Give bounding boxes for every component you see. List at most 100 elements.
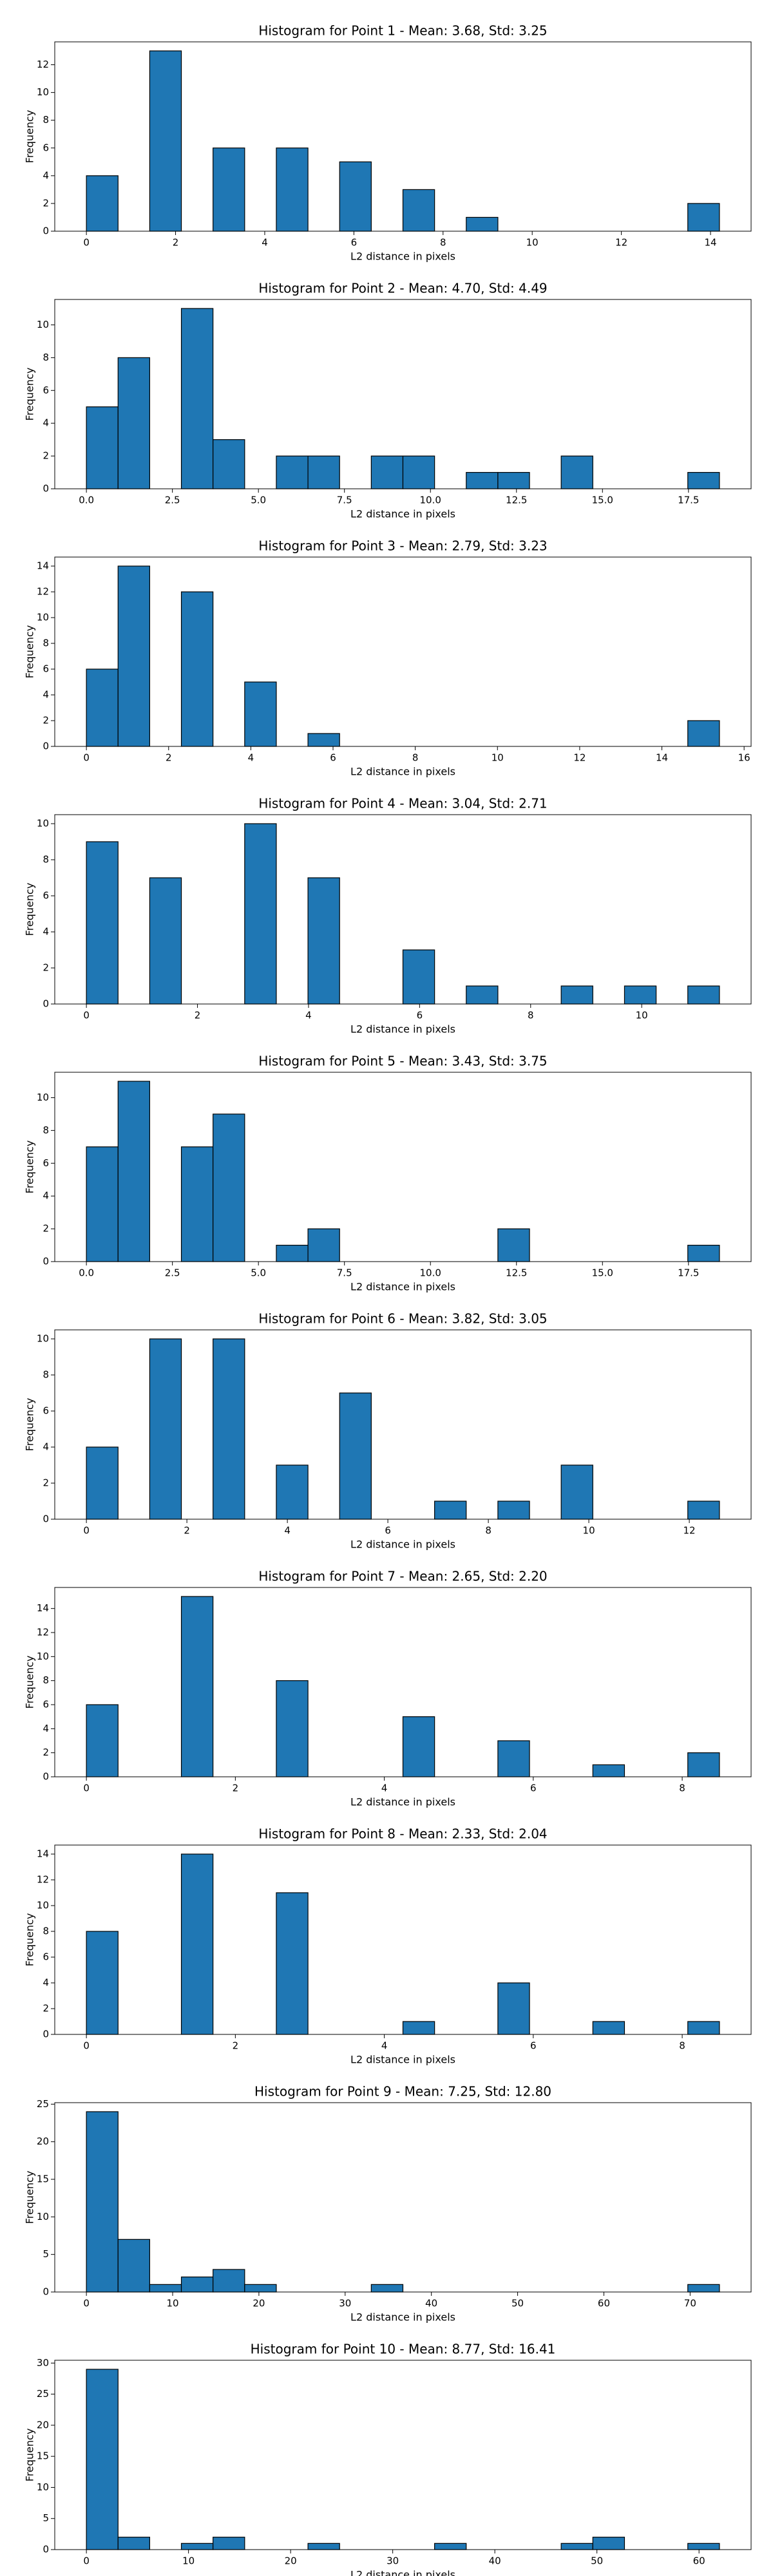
x-tick-label: 4 <box>381 2040 388 2052</box>
bar <box>86 1446 119 1520</box>
bar <box>213 2537 245 2550</box>
x-axis-label: L2 distance in pixels <box>350 2311 455 2324</box>
y-tick-label: 4 <box>43 689 49 701</box>
bar <box>276 1464 309 1520</box>
x-tick-label: 5.0 <box>251 495 266 506</box>
bar <box>86 1704 119 1777</box>
x-tick-label: 14 <box>704 237 716 249</box>
x-tick-label: 0 <box>83 752 90 764</box>
y-tick-label: 15 <box>37 2174 49 2185</box>
bar <box>466 471 499 489</box>
x-tick-label: 10 <box>182 2555 195 2567</box>
bar <box>402 1716 435 1777</box>
bar <box>149 877 182 1005</box>
x-tick-label: 16 <box>738 752 750 764</box>
chart-title: Histogram for Point 5 - Mean: 3.43, Std:… <box>258 1054 547 1069</box>
x-tick-label: 2 <box>184 1525 190 1537</box>
bar <box>307 1228 340 1262</box>
x-tick-label: 20 <box>285 2555 297 2567</box>
bar <box>687 1752 720 1777</box>
y-tick-label: 10 <box>37 86 49 98</box>
y-tick-label: 6 <box>43 1951 49 1963</box>
x-tick-label: 8 <box>679 1783 685 1794</box>
bar <box>560 2543 593 2550</box>
x-tick-label: 8 <box>440 237 446 249</box>
y-tick-label: 10 <box>37 1651 49 1662</box>
x-tick-label: 2 <box>233 2040 239 2052</box>
x-tick-label: 7.5 <box>337 495 352 506</box>
x-tick-label: 0 <box>83 2298 90 2309</box>
y-tick-label: 12 <box>37 586 49 598</box>
bar <box>592 2537 625 2550</box>
x-tick-label: 10.0 <box>420 495 441 506</box>
y-tick-label: 15 <box>37 2450 49 2462</box>
bar <box>276 1680 309 1777</box>
axes-frame <box>54 1329 752 1520</box>
y-tick-label: 8 <box>43 854 49 866</box>
x-tick-label: 0 <box>83 1783 90 1794</box>
x-axis-label: L2 distance in pixels <box>350 1023 455 1036</box>
chart-title: Histogram for Point 9 - Mean: 7.25, Std:… <box>254 2084 551 2099</box>
y-tick-label: 4 <box>43 1190 49 1202</box>
x-tick-label: 4 <box>381 1783 388 1794</box>
x-tick-label: 50 <box>591 2555 603 2567</box>
y-tick-label: 14 <box>37 1602 49 1614</box>
bar <box>180 1146 214 1262</box>
x-tick-label: 0 <box>83 237 90 249</box>
y-tick-label: 0 <box>43 225 49 237</box>
x-tick-label: 4 <box>284 1525 291 1537</box>
bar <box>86 406 119 489</box>
axes-frame <box>54 2102 752 2293</box>
bar <box>86 1931 119 2035</box>
y-tick-label: 2 <box>43 1747 49 1758</box>
y-tick-label: 2 <box>43 197 49 209</box>
y-tick-label: 12 <box>37 1874 49 1886</box>
x-tick-label: 15.0 <box>592 495 613 506</box>
x-tick-label: 14 <box>656 752 668 764</box>
x-tick-label: 40 <box>425 2298 437 2309</box>
x-tick-label: 0 <box>83 1525 90 1537</box>
y-tick-label: 8 <box>43 1674 49 1686</box>
bar <box>402 189 435 232</box>
bar <box>592 1764 625 1777</box>
x-tick-label: 6 <box>385 1525 391 1537</box>
y-tick-label: 6 <box>43 142 49 153</box>
chart-title: Histogram for Point 3 - Mean: 2.79, Std:… <box>258 538 547 554</box>
bar <box>434 2543 467 2550</box>
y-tick-label: 2 <box>43 715 49 726</box>
bar <box>624 985 657 1005</box>
bar <box>86 2369 119 2550</box>
bar <box>276 1244 309 1262</box>
y-tick-label: 8 <box>43 1369 49 1381</box>
x-tick-label: 4 <box>262 237 268 249</box>
bar <box>180 2543 214 2550</box>
y-tick-label: 0 <box>43 1256 49 1267</box>
bar <box>402 455 435 489</box>
bar <box>180 308 214 489</box>
y-tick-label: 6 <box>43 890 49 902</box>
bar <box>149 1338 182 1520</box>
y-tick-label: 6 <box>43 1157 49 1169</box>
y-tick-label: 2 <box>43 962 49 974</box>
bar <box>86 175 119 232</box>
y-tick-label: 0 <box>43 741 49 752</box>
y-tick-label: 4 <box>43 1723 49 1734</box>
x-tick-label: 0.0 <box>79 1267 94 1279</box>
x-tick-label: 2.5 <box>165 1267 180 1279</box>
x-tick-label: 4 <box>248 752 254 764</box>
chart-title: Histogram for Point 1 - Mean: 3.68, Std:… <box>258 23 547 39</box>
y-tick-label: 8 <box>43 638 49 649</box>
bar <box>213 439 245 489</box>
bar <box>307 877 340 1005</box>
y-axis-label: Frequency <box>24 2171 36 2224</box>
bar <box>466 216 499 232</box>
bar <box>213 1338 245 1520</box>
bar <box>560 985 593 1005</box>
chart-title: Histogram for Point 2 - Mean: 4.70, Std:… <box>258 281 547 296</box>
bar <box>560 455 593 489</box>
y-tick-label: 2 <box>43 1477 49 1489</box>
y-tick-label: 4 <box>43 1441 49 1453</box>
x-tick-label: 5.0 <box>251 1267 266 1279</box>
bar <box>687 720 720 747</box>
